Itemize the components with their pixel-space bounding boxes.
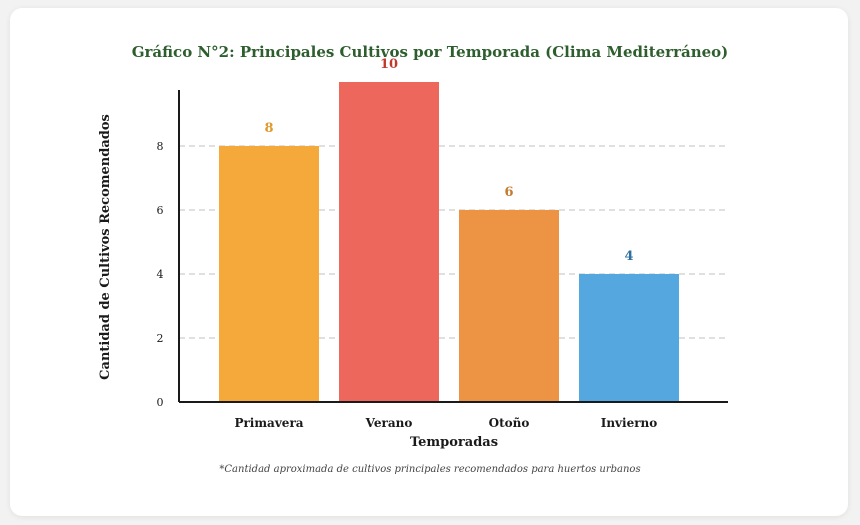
chart-title: Gráfico N°2: Principales Cultivos por Te… [132,43,729,61]
bar-invierno [579,274,679,402]
x-axis-ticks: Primavera Verano Otoño Invierno [234,416,657,430]
value-label: 6 [504,185,513,200]
y-axis-ticks: 0 2 4 6 8 [157,140,164,409]
bar-primavera [219,146,319,402]
y-tick-label: 0 [157,396,164,409]
y-axis-label: Cantidad de Cultivos Recomendados [98,114,113,380]
value-label: 8 [264,121,273,136]
value-label: 10 [380,57,398,72]
y-tick-label: 6 [157,204,164,217]
bars [219,82,679,402]
x-tick-label: Otoño [489,416,530,430]
x-tick-label: Invierno [601,416,658,430]
bar-verano [339,82,439,402]
x-tick-label: Verano [365,416,413,430]
y-tick-label: 2 [157,332,164,345]
y-tick-label: 8 [157,140,164,153]
x-axis-label: Temporadas [410,435,498,450]
footnote: *Cantidad aproximada de cultivos princip… [219,464,640,475]
bar-otoño [459,210,559,402]
value-label: 4 [624,249,633,264]
y-tick-label: 4 [157,268,164,281]
value-labels: 8 10 6 4 [264,57,633,264]
x-tick-label: Primavera [234,416,303,430]
